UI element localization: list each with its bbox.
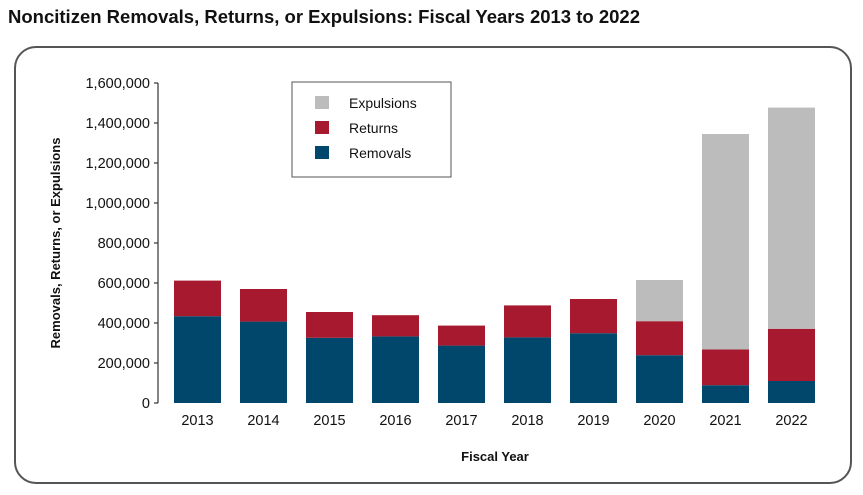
legend-label-expulsions: Expulsions [349, 95, 417, 111]
bar-expulsions-2020 [636, 280, 683, 322]
chart-frame [14, 46, 852, 484]
y-tick-label: 200,000 [98, 356, 150, 372]
x-tick-label: 2021 [709, 413, 741, 429]
y-tick-label: 1,600,000 [85, 76, 150, 92]
bar-removals-2022 [768, 381, 815, 403]
y-tick-label: 0 [142, 396, 150, 412]
bar-returns-2021 [702, 349, 749, 386]
x-tick-label: 2019 [577, 413, 609, 429]
bar-removals-2016 [372, 336, 419, 403]
y-tick-label: 1,200,000 [85, 156, 150, 172]
bar-removals-2017 [438, 345, 485, 403]
bar-returns-2016 [372, 315, 419, 337]
bars [174, 107, 815, 403]
x-tick-label: 2013 [181, 413, 213, 429]
bar-returns-2020 [636, 321, 683, 356]
bar-removals-2021 [702, 385, 749, 403]
bar-returns-2022 [768, 328, 815, 381]
x-tick-label: 2020 [643, 413, 675, 429]
bar-removals-2018 [504, 337, 551, 403]
bar-expulsions-2021 [702, 134, 749, 350]
y-tick-label: 400,000 [98, 316, 150, 332]
legend-swatch-expulsions [315, 96, 329, 109]
bar-removals-2013 [174, 316, 221, 403]
bar-removals-2015 [306, 337, 353, 403]
legend-label-returns: Returns [349, 120, 398, 136]
y-tick-label: 1,400,000 [85, 116, 150, 132]
bar-removals-2020 [636, 355, 683, 403]
bar-expulsions-2022 [768, 107, 815, 329]
x-axis: 2013 2014 2015 2016 2017 2018 2019 2020 2021 2022 [181, 413, 807, 429]
y-axis: 0 200,000 400,000 600,000 800,000 1,000,000 1,… [85, 76, 159, 412]
x-tick-label: 2017 [445, 413, 477, 429]
x-tick-label: 2016 [379, 413, 411, 429]
bar-returns-2017 [438, 325, 485, 346]
y-axis-label: Removals, Returns, or Expulsions [48, 138, 63, 349]
legend: Expulsions Returns Removals [291, 81, 452, 178]
bar-returns-2019 [570, 299, 617, 334]
bar-returns-2018 [504, 305, 551, 338]
legend-swatch-returns [315, 121, 329, 134]
legend-swatch-removals [315, 146, 329, 159]
x-tick-label: 2015 [313, 413, 345, 429]
bar-removals-2014 [240, 321, 287, 403]
x-tick-label: 2022 [775, 413, 807, 429]
y-tick-label: 1,000,000 [85, 196, 150, 212]
y-tick-label: 600,000 [98, 276, 150, 292]
bar-removals-2019 [570, 333, 617, 403]
x-tick-label: 2018 [511, 413, 543, 429]
x-tick-label: 2014 [247, 413, 279, 429]
x-axis-label: Fiscal Year [461, 449, 529, 464]
y-tick-label: 800,000 [98, 236, 150, 252]
bar-returns-2015 [306, 312, 353, 338]
legend-label-removals: Removals [349, 145, 411, 161]
bar-returns-2013 [174, 280, 221, 317]
chart-title: Noncitizen Removals, Returns, or Expulsi… [8, 6, 640, 27]
bar-returns-2014 [240, 289, 287, 322]
